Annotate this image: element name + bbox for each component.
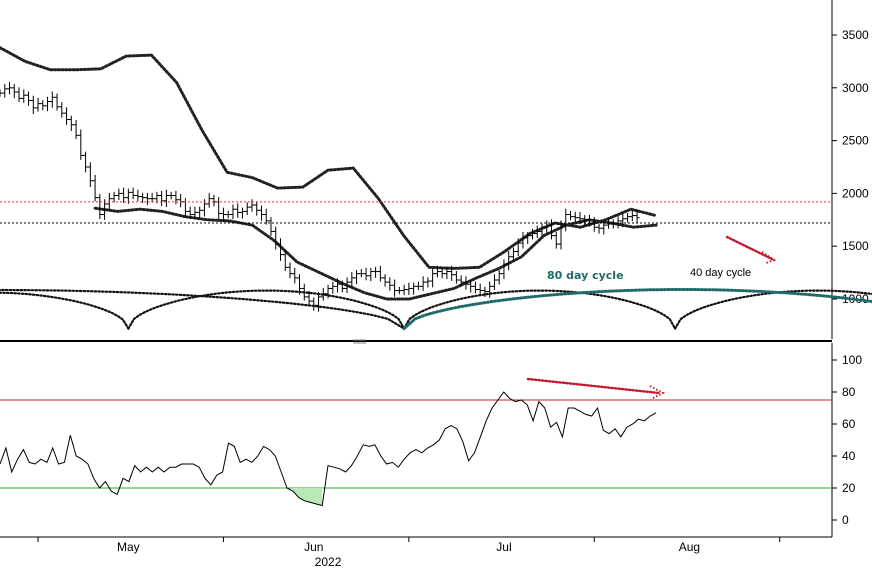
- projection-arrow: [725, 235, 774, 261]
- cycle-80-arc: [402, 288, 872, 331]
- rsi-ytick-label: 40: [842, 449, 856, 463]
- x-tick-label: Jul: [496, 540, 511, 554]
- price-ytick-label: 3000: [842, 81, 869, 95]
- rsi-ytick-label: 100: [842, 353, 862, 367]
- rsi-line: [0, 391, 657, 507]
- price-bars: [0, 81, 640, 312]
- rsi-divergence-arrowhead: [649, 385, 666, 400]
- x-year-label: 2022: [315, 555, 342, 569]
- projection-arrowhead: [761, 251, 777, 264]
- rsi-series: [0, 377, 666, 507]
- cycle-40-arc: [403, 289, 677, 330]
- rsi-divergence-arrow: [526, 377, 661, 395]
- x-tick-label: Aug: [679, 540, 700, 554]
- cycle-40-arc: [0, 291, 130, 330]
- annotation-80-day-cycle: 80 day cycle: [547, 269, 624, 282]
- band-upper-band: [0, 46, 658, 270]
- x-tick-label: Jun: [304, 540, 323, 554]
- cycle-arcs: [0, 288, 872, 331]
- rsi-oversold-fill: [292, 488, 323, 506]
- x-axis: May Jun Jul Aug 2022: [0, 536, 832, 569]
- rsi-ytick-label: 60: [842, 417, 856, 431]
- price-ytick-label: 2000: [842, 186, 869, 200]
- rsi-axis: 0 20 40 60 80 100: [0, 343, 862, 537]
- cycle-40-arc: [673, 289, 872, 330]
- price-horizontal-lines: [0, 201, 832, 224]
- price-ytick-label: 3500: [842, 28, 869, 42]
- rsi-ytick-label: 0: [842, 513, 849, 527]
- price-ytick-label: 1500: [842, 239, 869, 253]
- price-annotations: 80 day cycle 40 day cycle: [547, 235, 777, 282]
- band-lower-band: [93, 206, 658, 301]
- annotation-40-day-cycle: 40 day cycle: [690, 267, 751, 279]
- price-ytick-label: 2500: [842, 134, 869, 148]
- rsi-ytick-label: 20: [842, 481, 856, 495]
- panel-splitter-handle[interactable]: [353, 339, 366, 344]
- rsi-panel: 0 20 40 60 80 100: [0, 343, 862, 537]
- price-overlays: [0, 46, 658, 301]
- x-tick-label: May: [117, 540, 140, 554]
- cycle-40-arc: [127, 289, 406, 330]
- rsi-ytick-label: 80: [842, 385, 856, 399]
- cycle-80-prev-arc: [0, 288, 406, 330]
